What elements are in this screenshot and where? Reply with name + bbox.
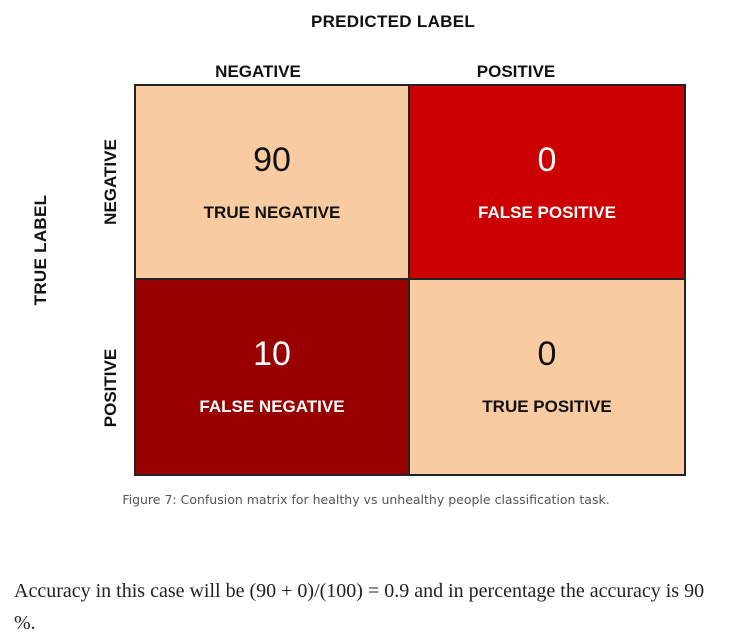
- cell-true-negative: 90 TRUE NEGATIVE: [136, 86, 410, 280]
- column-label-positive: POSITIVE: [476, 62, 556, 81]
- cell-label: TRUE NEGATIVE: [203, 203, 341, 222]
- cell-label: TRUE POSITIVE: [482, 397, 612, 416]
- figure-caption: Figure 7: Confusion matrix for healthy v…: [122, 492, 610, 507]
- cell-value: 0: [537, 335, 557, 373]
- row-label-negative: NEGATIVE: [101, 139, 120, 225]
- cell-value: 0: [537, 141, 557, 179]
- cell-label: FALSE NEGATIVE: [199, 397, 345, 416]
- row-label-positive: POSITIVE: [101, 348, 120, 428]
- cell-label: FALSE POSITIVE: [478, 203, 616, 222]
- matrix-grid: 90 TRUE NEGATIVE 0 FALSE POSITIVE 10 FAL…: [134, 84, 686, 476]
- column-label-negative: NEGATIVE: [215, 62, 301, 81]
- predicted-label-title: PREDICTED LABEL: [310, 12, 476, 31]
- cell-value: 10: [253, 335, 291, 373]
- cell-true-positive: 0 TRUE POSITIVE: [410, 280, 684, 474]
- cell-false-negative: 10 FALSE NEGATIVE: [136, 280, 410, 474]
- cell-value: 90: [253, 141, 291, 179]
- body-paragraph: Accuracy in this case will be (90 + 0)/(…: [14, 580, 705, 634]
- cell-false-positive: 0 FALSE POSITIVE: [410, 86, 684, 280]
- true-label-title: TRUE LABEL: [31, 194, 50, 306]
